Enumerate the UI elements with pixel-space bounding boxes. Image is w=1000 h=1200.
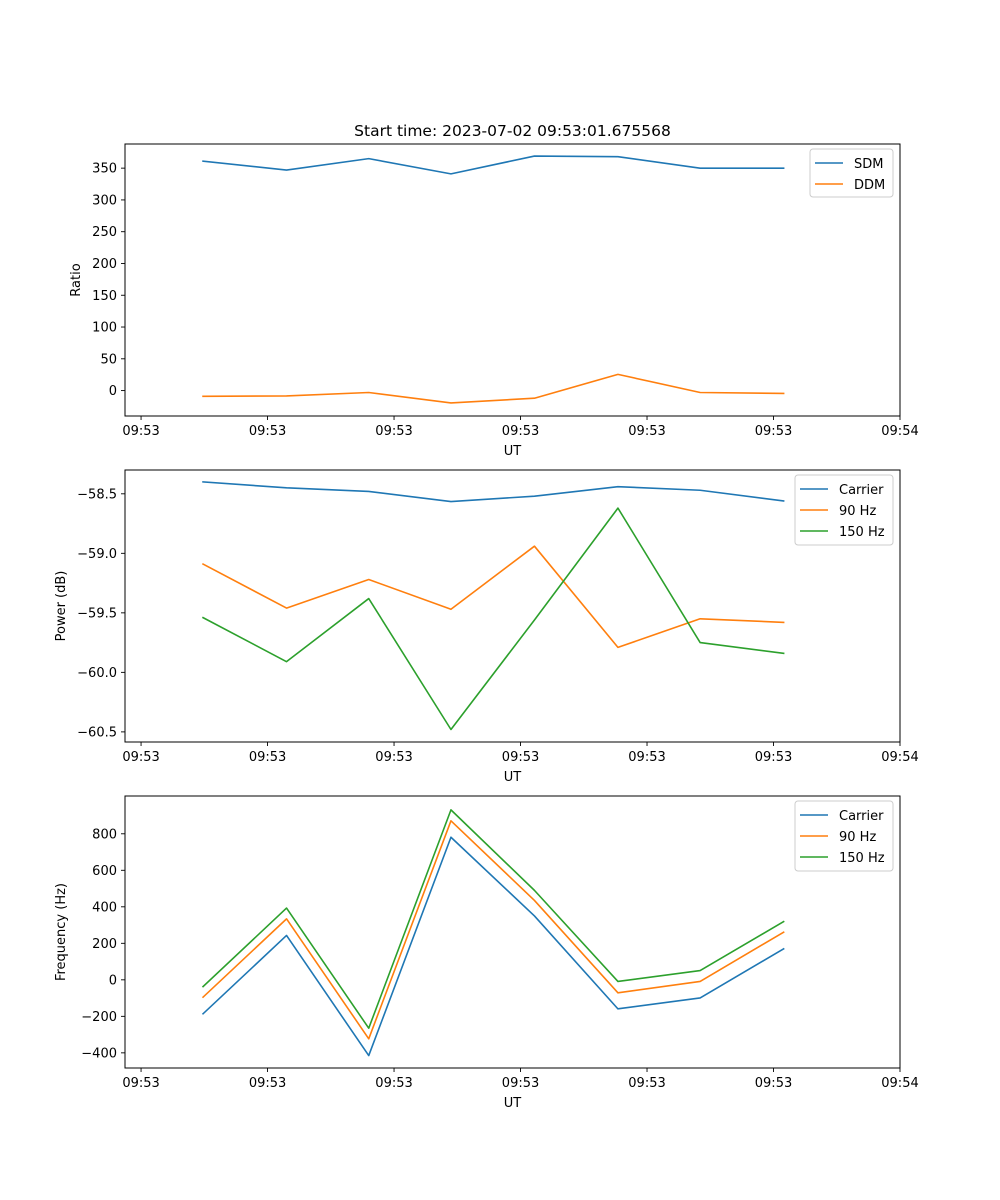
y-tick-label: 0 [109,384,117,399]
y-tick-label: −58.5 [77,487,117,502]
x-axis-label: UT [504,770,522,785]
legend-label: Carrier [839,809,884,824]
legend-box [809,148,894,198]
y-tick-label: 800 [92,827,117,842]
y-tick-label: 200 [92,257,117,272]
series-line-carrier [202,481,785,503]
legend-box [794,474,894,546]
x-tick-label: 09:53 [122,750,159,765]
y-tick-label: 150 [92,289,117,304]
x-tick-label: 09:53 [755,424,792,439]
y-tick-label: −59.5 [77,606,117,621]
series-line-150-hz [201,507,785,731]
series-line-carrier [201,836,785,1057]
legend-label: SDM [854,157,883,172]
x-tick-label: 09:53 [249,750,286,765]
y-tick-label: 100 [92,321,117,336]
figure-title: Start time: 2023-07-02 09:53:01.675568 [354,122,671,140]
x-tick-label: 09:53 [375,750,412,765]
y-tick-label: −60.5 [77,725,117,740]
legend-label: 150 Hz [839,851,885,866]
axes-frame [124,143,901,417]
y-tick-label: 0 [109,973,117,988]
y-tick-label: 400 [92,900,117,915]
x-tick-label: 09:53 [502,424,539,439]
x-tick-label: 09:53 [755,1076,792,1091]
y-axis-label: Frequency (Hz) [54,883,69,981]
y-tick-label: −400 [81,1046,117,1061]
x-tick-label: 09:53 [628,424,665,439]
panel-1: 09:53 09:53 09:53 09:53 09:53 09:53 09:54 UT 0 50… [69,143,919,459]
x-tick-label: 09:53 [755,750,792,765]
y-tick-label: −59.0 [77,547,117,562]
series-line-90-hz [201,545,785,649]
y-tick-label: 600 [92,864,117,879]
x-tick-label: 09:53 [375,424,412,439]
x-tick-label: 09:53 [375,1076,412,1091]
series-line-ddm [202,373,785,404]
x-tick-label: 09:53 [122,1076,159,1091]
y-tick-label: 350 [92,162,117,177]
y-tick-label: −60.0 [77,666,117,681]
legend-box [794,800,894,872]
series-line-150-hz [201,809,785,1029]
legend-label: 150 Hz [839,525,885,540]
x-tick-label: 09:54 [881,424,918,439]
axes-frame [124,795,901,1069]
y-tick-label: 50 [100,352,117,367]
x-tick-label: 09:53 [502,1076,539,1091]
series-group [201,481,785,731]
x-tick-label: 09:53 [502,750,539,765]
y-tick-label: 300 [92,193,117,208]
axes-frame [124,469,901,743]
x-axis-label: UT [504,444,522,459]
y-tick-label: 200 [92,937,117,952]
x-axis-label: UT [504,1096,522,1111]
y-axis-label: Ratio [69,263,84,296]
x-tick-label: 09:53 [628,1076,665,1091]
x-tick-label: 09:54 [881,750,918,765]
legend: Carrier 90 Hz 150 Hz [794,800,894,872]
legend-label: 90 Hz [839,830,876,845]
panels: 09:53 09:53 09:53 09:53 09:53 09:53 09:54 UT 0 50… [54,143,919,1111]
y-tick-label: 250 [92,225,117,240]
legend-label: DDM [854,178,885,193]
x-tick-label: 09:53 [628,750,665,765]
legend-label: Carrier [839,483,884,498]
legend: Carrier 90 Hz 150 Hz [794,474,894,546]
x-tick-label: 09:53 [249,424,286,439]
series-group [202,155,785,404]
series-line-90-hz [201,820,785,1040]
series-group [201,809,785,1057]
series-line-sdm [202,155,785,175]
y-tick-label: −200 [81,1010,117,1025]
legend: SDM DDM [809,148,894,198]
x-tick-label: 09:53 [249,1076,286,1091]
x-tick-label: 09:53 [122,424,159,439]
x-tick-label: 09:54 [881,1076,918,1091]
legend-label: 90 Hz [839,504,876,519]
panel-2: 09:53 09:53 09:53 09:53 09:53 09:53 09:54 UT −60… [54,469,919,785]
y-axis-label: Power (dB) [54,571,69,642]
panel-3: 09:53 09:53 09:53 09:53 09:53 09:53 09:54 UT −40… [54,795,919,1111]
